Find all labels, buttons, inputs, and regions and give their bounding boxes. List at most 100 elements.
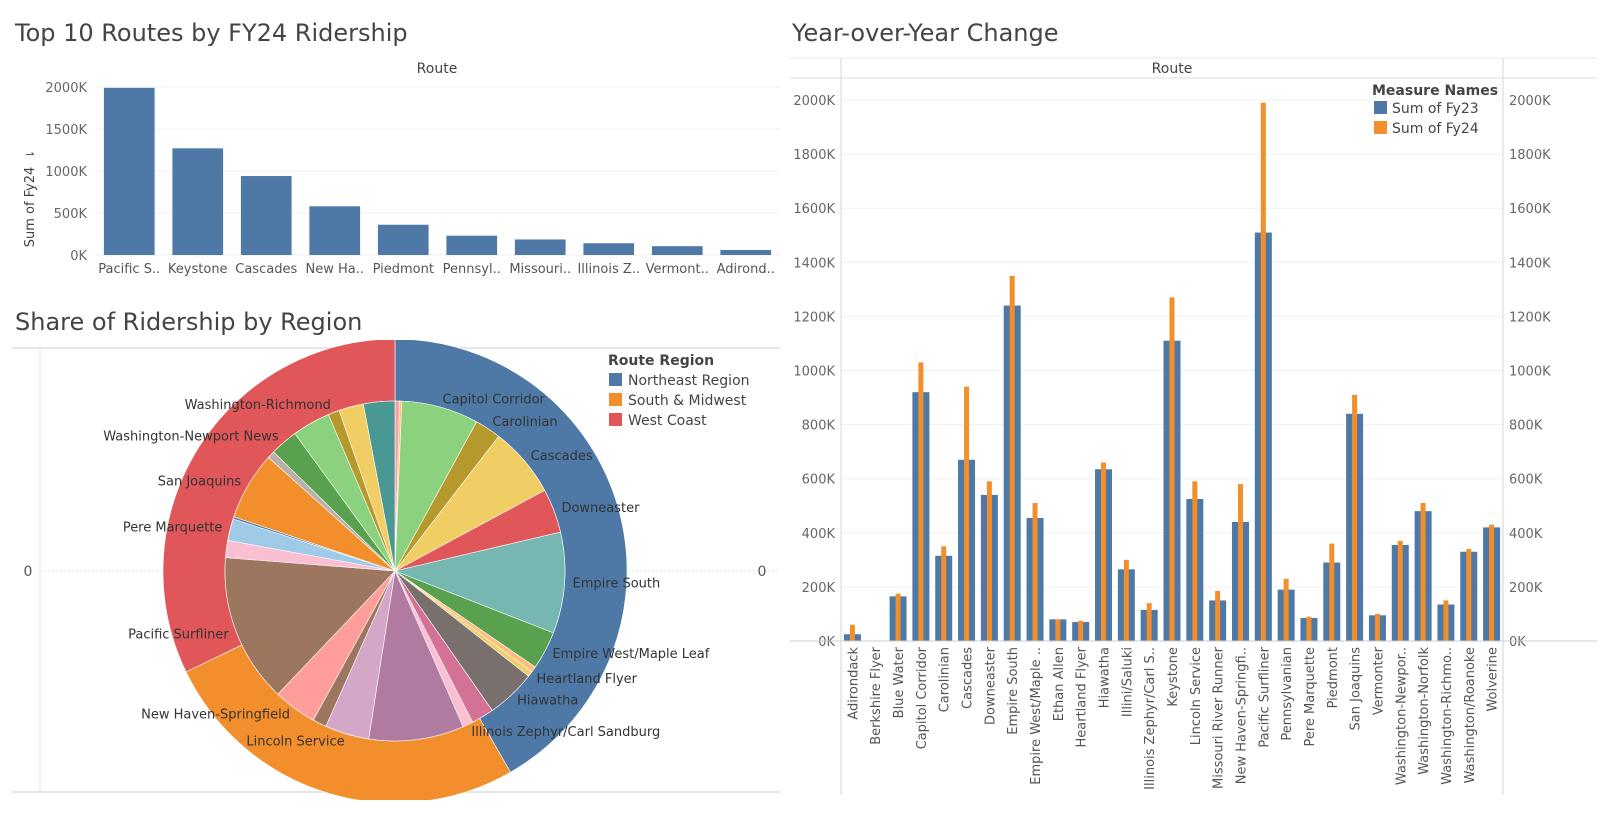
top10-bar-pacific-s[interactable] xyxy=(103,87,155,255)
yoy-x-label: Hiawatha xyxy=(1098,647,1113,708)
yoy-x-label: Downeaster xyxy=(983,646,998,725)
yoy-bar-chart: Route 0K 200K 400K 600K 800K 1000K 1200K 1400K 1… xyxy=(790,57,1597,795)
yoy-bar-fy24-ethan-allen[interactable] xyxy=(1055,619,1061,641)
yoy-x-label: Vermonter xyxy=(1371,646,1386,715)
region-chart-title: Share of Ridership by Region xyxy=(15,308,363,336)
yoy-bar-fy24-washington-richmo[interactable] xyxy=(1443,600,1449,641)
top10-bar-adirond[interactable] xyxy=(720,249,772,255)
yoy-route-header: Route xyxy=(1152,61,1193,77)
top10-bar-cascades[interactable] xyxy=(240,176,292,255)
pie-slice-keystone[interactable] xyxy=(368,569,464,742)
yoy-bar-fy24-empire-west-maple[interactable] xyxy=(1032,503,1038,641)
yoy-y-tick-left: 1000K xyxy=(793,365,835,380)
yoy-bar-fy24-lincoln-service[interactable] xyxy=(1192,481,1198,641)
yoy-legend-title: Measure Names xyxy=(1372,83,1498,99)
yoy-x-label: Berkshire Flyer xyxy=(869,646,884,744)
pie-legend-title: Route Region xyxy=(608,353,714,369)
top10-x-label: Illinois Z.. xyxy=(577,262,640,277)
pie-slice-wolverine[interactable] xyxy=(362,400,396,572)
yoy-x-label: Ethan Allen xyxy=(1052,647,1067,721)
top10-x-label: New Ha.. xyxy=(306,262,365,277)
top10-ylabel: Sum of Fy24 xyxy=(23,167,38,247)
yoy-legend-label-sum-of-fy24[interactable]: Sum of Fy24 xyxy=(1392,121,1479,137)
pie-legend-label-south-midwest[interactable]: South & Midwest xyxy=(628,393,747,409)
pie-route-labels: Capitol Corridor Carolinian Cascades Downea… xyxy=(103,392,710,749)
pie-legend-label-west-coast[interactable]: West Coast xyxy=(628,413,707,429)
yoy-x-label: Capitol Corridor xyxy=(915,646,930,749)
yoy-y-tick-left: 200K xyxy=(802,581,836,596)
top10-x-label: Pacific S.. xyxy=(98,262,160,277)
yoy-bars xyxy=(843,102,1501,642)
yoy-bar-fy24-pennsylvanian[interactable] xyxy=(1283,578,1289,641)
top10-route-header: Route xyxy=(417,61,458,77)
yoy-legend-bg xyxy=(1370,82,1496,140)
pie-label-washington-richmond: Washington-Richmond xyxy=(185,398,331,413)
yoy-x-label: Blue Water xyxy=(892,646,907,718)
top10-bar-keystone[interactable] xyxy=(172,148,224,255)
yoy-y-tick-right: 1200K xyxy=(1509,310,1551,325)
yoy-bar-fy24-pere-marquette[interactable] xyxy=(1306,616,1312,641)
yoy-bar-fy24-carolinian[interactable] xyxy=(941,546,947,641)
pie-axis-zero-right: 0 xyxy=(758,564,767,580)
yoy-y-tick-left: 0K xyxy=(818,635,835,650)
sort-icon[interactable]: ⇂ xyxy=(24,150,37,159)
yoy-bar-fy24-hiawatha[interactable] xyxy=(1101,462,1107,641)
top10-y-tick-label: 2000K xyxy=(45,81,87,96)
yoy-bar-fy24-downeaster[interactable] xyxy=(986,481,992,641)
yoy-bar-fy24-adirondack[interactable] xyxy=(849,624,855,641)
yoy-x-label: Washington-Newpor.. xyxy=(1394,647,1409,785)
top10-bar-missouri[interactable] xyxy=(514,239,566,255)
top10-y-ticks: 0K 500K 1000K 1500K 2000K xyxy=(45,81,87,264)
pie-label-cascades: Cascades xyxy=(531,449,593,464)
yoy-legend-swatch-sum-of-fy23 xyxy=(1374,101,1387,114)
yoy-bar-fy24-wolverine[interactable] xyxy=(1489,524,1495,641)
top10-y-tick-label: 500K xyxy=(54,207,88,222)
yoy-bar-fy24-washington-newpor[interactable] xyxy=(1397,540,1403,641)
yoy-bar-fy24-missouri-river-runner[interactable] xyxy=(1215,590,1221,641)
top10-bars xyxy=(103,87,772,255)
yoy-x-label: Piedmont xyxy=(1326,647,1341,708)
pie-label-heartland-flyer: Heartland Flyer xyxy=(537,672,638,687)
yoy-x-label: Carolinian xyxy=(938,647,953,712)
yoy-bar-fy24-capitol-corridor[interactable] xyxy=(918,362,924,641)
yoy-chart-title: Year-over-Year Change xyxy=(792,19,1059,47)
pie-label-empire-west-maple-leaf: Empire West/Maple Leaf xyxy=(552,647,709,662)
top10-y-tick-label: 1000K xyxy=(45,165,87,180)
yoy-bar-fy24-new-haven-springfi[interactable] xyxy=(1237,484,1243,641)
pie-label-downeaster: Downeaster xyxy=(561,501,640,516)
yoy-bar-fy24-heartland-flyer[interactable] xyxy=(1078,620,1084,641)
yoy-bar-fy24-washington-roanoke[interactable] xyxy=(1466,549,1472,641)
yoy-y-tick-right: 1800K xyxy=(1509,148,1551,163)
pie-label-san-joaquins: San Joaquins xyxy=(158,474,242,489)
yoy-bar-fy24-pacific-surfliner[interactable] xyxy=(1260,102,1266,641)
yoy-bar-fy24-blue-water[interactable] xyxy=(895,593,901,641)
yoy-bar-fy24-piedmont[interactable] xyxy=(1329,543,1335,641)
pie-slice-empire-south[interactable] xyxy=(393,531,566,634)
yoy-legend-label-sum-of-fy23[interactable]: Sum of Fy23 xyxy=(1392,101,1479,117)
top10-bar-vermont[interactable] xyxy=(651,246,703,255)
yoy-y-ticks-left: 0K 200K 400K 600K 800K 1000K 1200K 1400K 1600K 18… xyxy=(793,94,835,650)
yoy-bar-fy24-washington-norfolk[interactable] xyxy=(1420,503,1426,641)
pie-legend-swatch-west-coast xyxy=(609,413,622,426)
yoy-bar-fy24-vermonter[interactable] xyxy=(1374,613,1380,641)
yoy-y-tick-left: 1200K xyxy=(793,310,835,325)
yoy-bar-fy24-empire-south[interactable] xyxy=(1009,275,1015,641)
top10-bar-illinois-z[interactable] xyxy=(583,243,635,255)
pie-slice-pacific-surfliner[interactable] xyxy=(224,557,396,695)
top10-bar-new-ha[interactable] xyxy=(309,206,361,255)
yoy-bar-fy24-cascades[interactable] xyxy=(964,386,970,641)
yoy-bar-fy24-illini-saluki[interactable] xyxy=(1123,559,1129,641)
yoy-x-label: Pere Marquette xyxy=(1303,647,1318,747)
pie-legend-label-northeast-region[interactable]: Northeast Region xyxy=(628,373,750,389)
yoy-y-tick-left: 1400K xyxy=(793,256,835,271)
yoy-x-label: Missouri River Runner xyxy=(1212,646,1227,789)
yoy-bar-fy24-san-joaquins[interactable] xyxy=(1352,394,1358,641)
top10-bar-piedmont[interactable] xyxy=(377,224,429,255)
yoy-y-tick-right: 1600K xyxy=(1509,202,1551,217)
top10-y-axis-title: Sum of Fy24 ⇂ xyxy=(23,150,38,247)
yoy-x-label: Illini/Saluki xyxy=(1120,647,1135,717)
yoy-bar-fy24-keystone[interactable] xyxy=(1169,297,1175,641)
top10-bar-pennsyl[interactable] xyxy=(446,235,498,255)
yoy-bar-fy24-illinois-zephyr-carl-s[interactable] xyxy=(1146,603,1152,641)
top10-y-tick-label: 0K xyxy=(70,249,87,264)
